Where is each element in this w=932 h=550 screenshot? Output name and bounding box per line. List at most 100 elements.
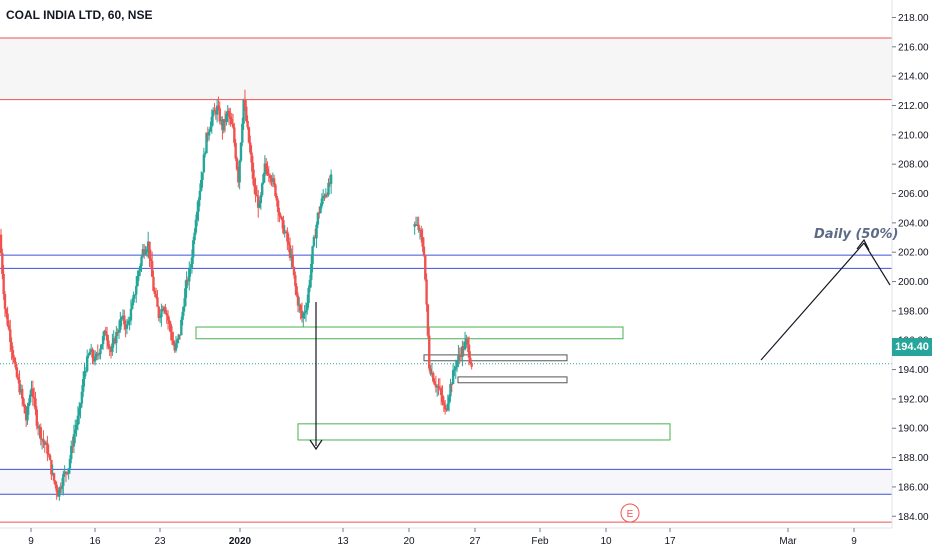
candle-body	[190, 257, 194, 268]
trend-line-up[interactable]	[760, 242, 865, 361]
price-axis[interactable]: 184.00186.00188.00190.00192.00194.00196.…	[891, 0, 932, 550]
candle-body	[75, 424, 78, 430]
candle-body	[446, 403, 450, 410]
range-zone-box[interactable]	[457, 376, 568, 384]
candle-body	[104, 330, 107, 335]
candle-body	[304, 310, 308, 313]
candle-body	[96, 353, 99, 355]
candle-body	[328, 182, 332, 184]
zone-boxes[interactable]	[195, 326, 671, 441]
daily-50-label[interactable]: Daily (50%)	[814, 227, 899, 242]
earnings-marker-icon[interactable]	[620, 503, 640, 523]
candle-body	[203, 153, 207, 155]
candle-body	[417, 224, 420, 230]
candle-body	[3, 294, 7, 309]
candle-body	[44, 443, 48, 445]
candle-body	[428, 335, 431, 369]
candle-body	[170, 332, 174, 341]
candle-body	[239, 142, 243, 161]
candle-body	[136, 275, 139, 287]
candle-body	[198, 190, 202, 200]
candle-body	[66, 473, 69, 475]
candle-body	[196, 211, 199, 220]
candle-body	[160, 309, 163, 318]
candle-body	[11, 350, 15, 359]
time-tick-label: 2020	[229, 536, 252, 547]
candle-body	[292, 266, 296, 276]
time-axis[interactable]: 9 16 23 2020 13 20 27 Feb 10 17 Mar 9	[0, 527, 892, 547]
candle-body	[71, 445, 74, 447]
candle-body	[19, 388, 23, 393]
price-tick-label: 212.00	[898, 101, 929, 112]
price-tick-label: 188.00	[898, 453, 929, 464]
price-tick-label: 206.00	[898, 189, 929, 200]
candle-body	[286, 231, 289, 242]
candle-body	[442, 402, 446, 405]
candle-body	[55, 484, 58, 492]
candle-body	[450, 383, 453, 385]
candle-body	[202, 154, 206, 173]
candle-body	[105, 334, 109, 341]
candle-body	[103, 330, 106, 337]
candle-body	[109, 348, 113, 353]
candle-body	[311, 246, 314, 264]
candle-body	[72, 434, 76, 447]
candle-body	[422, 246, 426, 255]
candle-body	[243, 99, 247, 107]
candle-body	[416, 224, 419, 226]
candle-body	[457, 354, 460, 361]
candle-body	[235, 158, 239, 170]
candle-body	[310, 263, 313, 280]
range-zone-box[interactable]	[423, 354, 568, 362]
candle-body	[87, 354, 90, 357]
trend-drawings[interactable]: E	[309, 238, 891, 523]
candle-body	[206, 132, 210, 136]
candle-body	[469, 357, 472, 364]
demand-zone-box[interactable]	[195, 326, 624, 340]
candle-body	[7, 325, 11, 330]
candle-body	[42, 439, 45, 442]
candle-body	[453, 369, 456, 371]
candle-body	[84, 370, 88, 372]
candle-body	[321, 195, 325, 199]
candle-body	[247, 127, 251, 143]
candle-body	[46, 443, 49, 454]
candle-body	[88, 351, 92, 355]
candle-body	[148, 241, 151, 259]
candle-body	[128, 320, 131, 322]
price-tick-label: 208.00	[898, 160, 929, 171]
symbol-title: COAL INDIA LTD, 60, NSE	[6, 8, 153, 22]
candle-body	[463, 341, 467, 350]
candle-body	[142, 249, 146, 255]
candle-body	[119, 319, 122, 330]
candle-body	[108, 346, 111, 349]
candle-body	[441, 395, 444, 403]
candle-body	[424, 254, 427, 280]
candle-body	[283, 231, 286, 234]
candle-body	[10, 342, 13, 351]
candle-body	[215, 105, 219, 115]
candle-body	[249, 142, 252, 153]
candle-body	[231, 124, 235, 128]
candle-body	[312, 236, 316, 247]
candle-body	[153, 290, 156, 295]
candle-body	[133, 294, 137, 296]
candle-body	[85, 356, 89, 371]
candle-body	[9, 329, 12, 343]
earnings-marker-label: E	[627, 509, 634, 520]
candle-body	[182, 306, 186, 312]
candle-body	[298, 305, 301, 307]
candle-body	[15, 367, 19, 378]
candle-body	[324, 194, 328, 198]
candle-body	[437, 386, 440, 389]
candle-body	[467, 344, 471, 358]
candle-body	[308, 279, 312, 288]
candle-body	[307, 287, 310, 304]
candle-body	[89, 349, 93, 352]
candle-body	[161, 309, 164, 311]
demand-zone-box[interactable]	[297, 423, 671, 441]
candle-body	[217, 105, 220, 109]
candle-body	[115, 331, 118, 344]
price-tick-label: 184.00	[898, 512, 929, 523]
